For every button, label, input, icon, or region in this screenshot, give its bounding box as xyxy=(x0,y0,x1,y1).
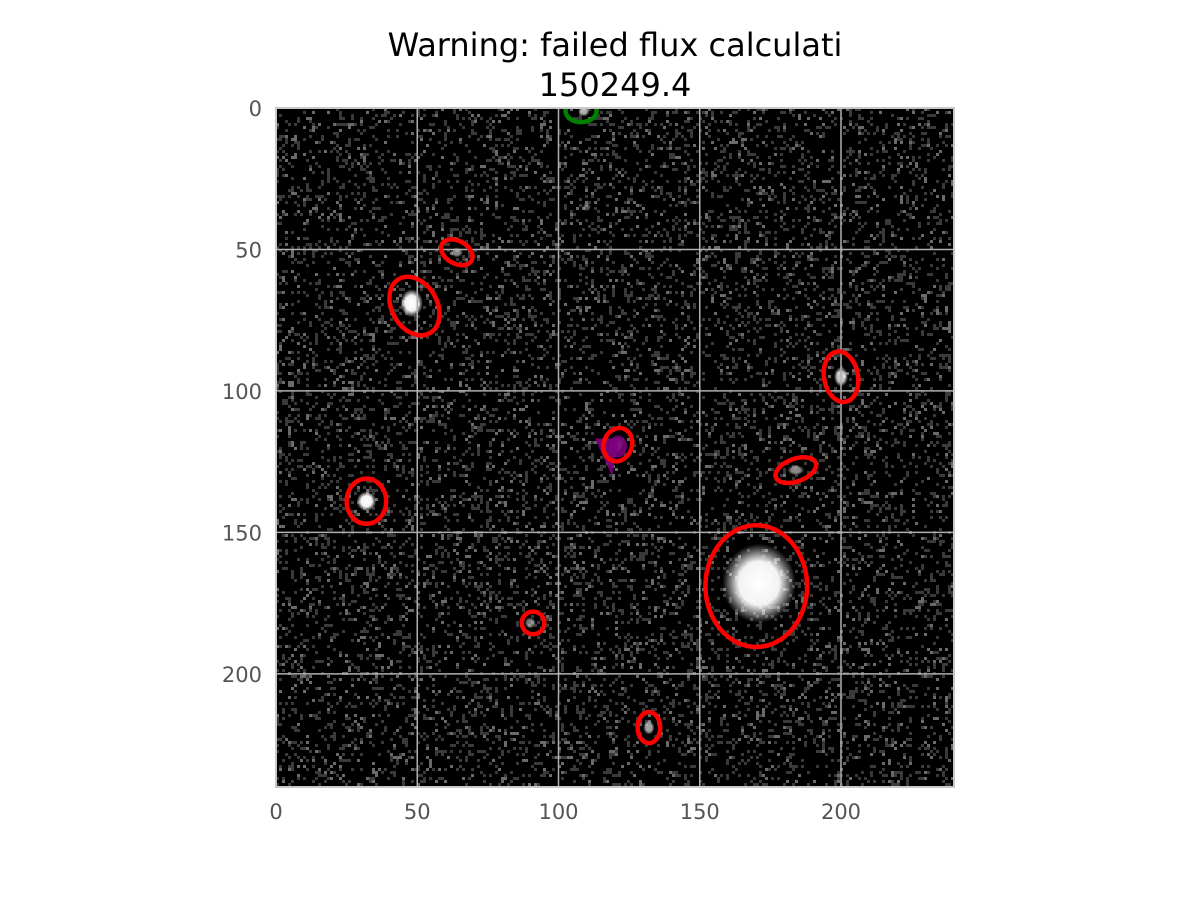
x-tick-label: 200 xyxy=(821,800,861,824)
star xyxy=(787,465,805,476)
axes-frame xyxy=(275,107,955,788)
star xyxy=(722,543,796,623)
source-aperture xyxy=(519,609,547,637)
y-axis: 0 50 100 150 200 xyxy=(222,97,262,687)
y-tick-label: 50 xyxy=(235,238,262,262)
source-aperture xyxy=(387,274,442,338)
x-tick-label: 0 xyxy=(269,800,282,824)
source-aperture xyxy=(344,476,389,527)
y-tick-label: 0 xyxy=(249,97,262,121)
star xyxy=(582,202,591,212)
grid xyxy=(276,108,954,787)
reference-aperture xyxy=(563,108,599,125)
source-aperture xyxy=(601,425,635,464)
source-aperture xyxy=(438,237,475,268)
x-axis: 0 50 100 150 200 xyxy=(269,800,861,824)
x-tick-label: 150 xyxy=(680,800,720,824)
image-stars xyxy=(356,108,849,735)
chart-title: Warning: failed flux calculati xyxy=(388,26,843,64)
apertures xyxy=(344,108,861,746)
source-aperture xyxy=(703,523,810,650)
star xyxy=(578,108,590,117)
target-marker-disc xyxy=(609,435,627,458)
source-aperture xyxy=(635,709,663,746)
star xyxy=(643,720,655,735)
y-tick-label: 100 xyxy=(222,380,262,404)
x-tick-label: 100 xyxy=(538,800,578,824)
star xyxy=(524,617,536,629)
x-tick-label: 50 xyxy=(404,800,431,824)
source-aperture xyxy=(821,349,861,405)
star xyxy=(400,289,423,318)
star xyxy=(356,491,377,512)
chart-subtitle: 150249.4 xyxy=(539,66,692,104)
y-tick-label: 150 xyxy=(222,521,262,545)
y-tick-label: 200 xyxy=(222,663,262,687)
source-aperture xyxy=(773,455,819,486)
